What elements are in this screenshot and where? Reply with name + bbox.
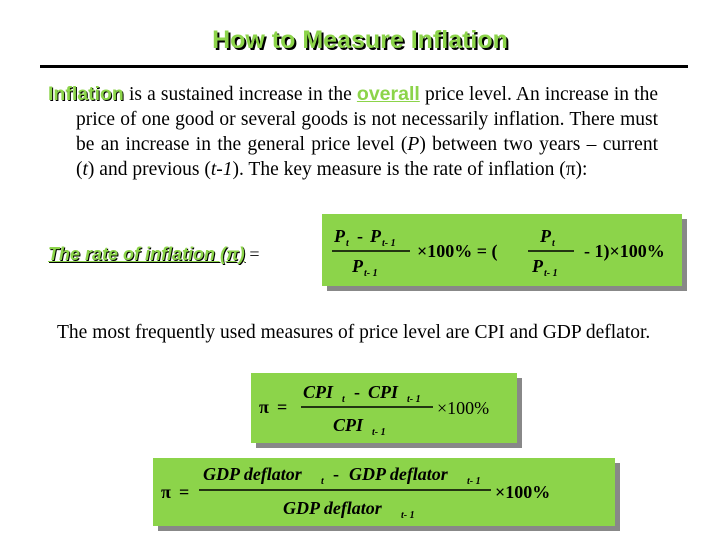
current-year-symbol: t — [82, 159, 88, 180]
formula1-right-den-sub: t- 1 — [544, 268, 558, 279]
formula3-times-100: ×100% — [495, 482, 550, 502]
formula1-minus: - — [357, 226, 363, 246]
formula1-p-t1: P — [369, 226, 382, 246]
formula-box-cpi: π = CPI t - CPI t- 1 CPI t- 1 ×100% — [251, 373, 517, 443]
formula1-sub-t: t — [346, 238, 350, 249]
formula-box-price-level: P t - P t- 1 P t- 1 ×100% = ( P t P t- 1… — [322, 214, 682, 286]
overall-highlight: overall — [356, 83, 420, 105]
definition-text-2: price level. An increase in the price of… — [76, 84, 658, 155]
formula2-cpi-t1: CPI — [368, 382, 399, 402]
formula2-sub-t: t — [342, 394, 346, 405]
definition-text-1: is a sustained increase in the — [123, 84, 357, 105]
formula-gdp-deflator: π = GDP deflator t - GDP deflator t- 1 G… — [161, 464, 550, 521]
definition-text-3: ) between two years – current ( — [76, 134, 658, 180]
formula1-sub-t1: t- 1 — [382, 238, 396, 249]
rate-label-text: The rate of inflation (π) — [48, 244, 245, 264]
formula2-den-sub: t- 1 — [372, 427, 386, 438]
formula2-pi: π — [259, 397, 269, 417]
formula2-equals: = — [277, 397, 287, 417]
formula1-times-100: ×100% = ( — [417, 241, 498, 262]
definition-paragraph: Inflation is a sustained increase in the… — [48, 82, 658, 182]
price-level-symbol: P — [407, 134, 420, 155]
formula3-sub-t1: t- 1 — [467, 476, 481, 487]
formula2-cpi-t: CPI — [303, 382, 334, 402]
formula1-den-p: P — [351, 256, 364, 276]
formula1-minus-one: - 1)×100% — [584, 241, 665, 262]
formula-box-gdp-deflator: π = GDP deflator t - GDP deflator t- 1 G… — [153, 458, 615, 526]
formula1-right-den: P — [531, 256, 544, 276]
title-divider — [40, 65, 688, 68]
formula3-den-gdp: GDP deflator — [283, 498, 383, 518]
formula2-minus: - — [354, 382, 360, 402]
formula1-right-sub-t: t — [552, 238, 556, 249]
formula-price-level: P t - P t- 1 P t- 1 ×100% = ( P t P t- 1… — [332, 226, 665, 279]
formula1-den-sub: t- 1 — [364, 268, 378, 279]
formula3-gdp-t: GDP deflator — [203, 464, 303, 484]
formula2-sub-t1: t- 1 — [407, 394, 421, 405]
formula3-sub-t: t — [321, 476, 325, 487]
formula1-p-t: P — [333, 226, 346, 246]
formula2-times-100: ×100% — [437, 398, 489, 418]
formula3-minus: - — [333, 464, 339, 484]
formula1-right-num: P — [539, 226, 552, 246]
formula2-den-cpi: CPI — [333, 415, 364, 435]
rate-label-equals: = — [244, 244, 260, 264]
previous-year-symbol: t-1 — [210, 159, 233, 180]
rate-of-inflation-label: The rate of inflation (π) = — [48, 244, 259, 265]
formula-cpi: π = CPI t - CPI t- 1 CPI t- 1 ×100% — [259, 382, 489, 438]
formula3-gdp-t1: GDP deflator — [349, 464, 449, 484]
definition-text-5: ). The key measure is the rate of inflat… — [232, 159, 588, 180]
formula3-pi: π — [161, 482, 171, 502]
measures-paragraph: The most frequently used measures of pri… — [57, 320, 677, 345]
formula3-den-sub: t- 1 — [401, 510, 415, 521]
measures-text: The most frequently used measures of pri… — [57, 322, 651, 343]
definition-text-4: ) and previous ( — [87, 159, 211, 180]
slide-title: How to Measure Inflation — [212, 26, 508, 54]
inflation-term: Inflation — [48, 83, 124, 105]
formula3-equals: = — [179, 482, 189, 502]
